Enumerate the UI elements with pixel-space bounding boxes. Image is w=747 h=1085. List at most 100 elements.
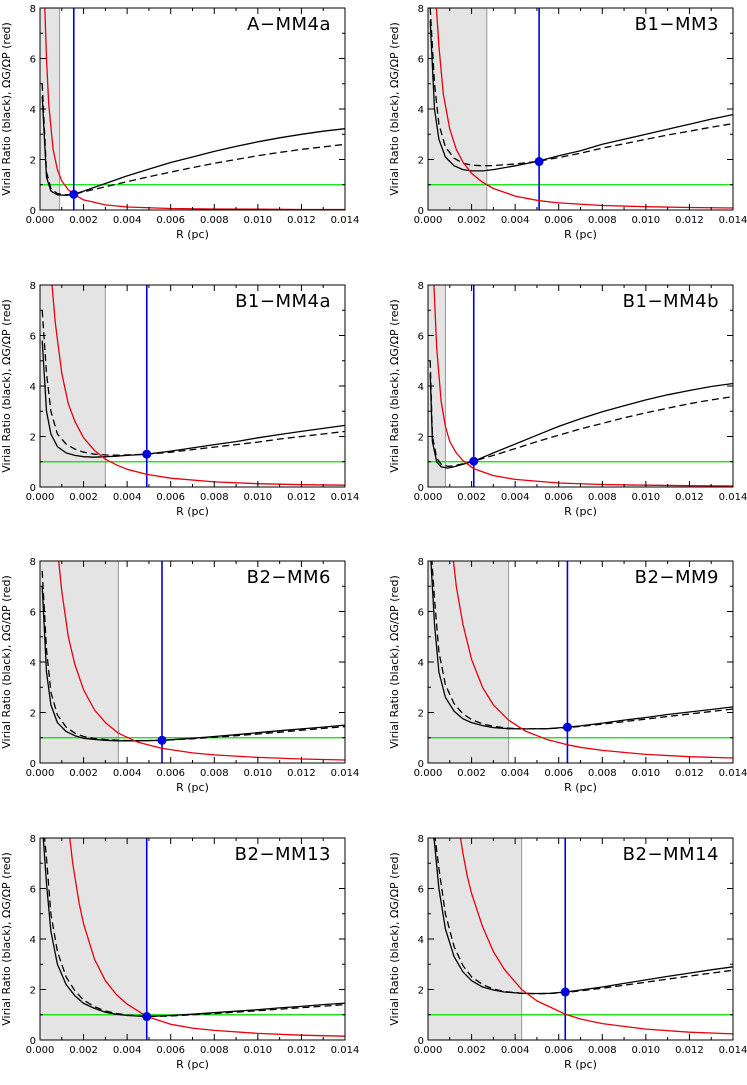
y-tick-label: 4 (418, 105, 424, 116)
x-tick-label: 0.012 (675, 768, 704, 779)
x-tick-label: 0.008 (200, 768, 229, 779)
dashed-curve (41, 83, 345, 196)
y-tick-label: 0 (30, 483, 36, 494)
solid-curve (430, 561, 733, 730)
x-tick-label: 0.000 (414, 215, 443, 226)
x-tick-label: 0.006 (544, 215, 573, 226)
x-tick-label: 0.010 (244, 215, 273, 226)
red-curve (69, 838, 345, 1037)
y-tick-label: 2 (418, 433, 424, 444)
x-tick-label: 0.002 (69, 215, 98, 226)
x-tick-label: 0.012 (287, 768, 316, 779)
y-axis-label: Virial Ratio (black), ΩG/ΩP (red) (0, 299, 13, 473)
panel-2: 0.000 0.002 0.004 0.006 0.008 0.010 0.012 0.014… (388, 4, 747, 241)
x-tick-label: 0.014 (719, 492, 747, 503)
x-tick-label: 0.002 (457, 1045, 486, 1056)
y-tick-label: 2 (30, 709, 36, 720)
x-tick-label: 0.000 (26, 1045, 55, 1056)
y-tick-label: 4 (418, 658, 424, 669)
x-tick-label: 0.010 (632, 215, 661, 226)
y-tick-label: 6 (418, 55, 424, 66)
x-tick-label: 0.014 (331, 492, 360, 503)
x-tick-label: 0.004 (113, 768, 142, 779)
solid-curve (429, 20, 733, 172)
y-tick-label: 0 (30, 1036, 36, 1047)
x-tick-label: 0.008 (588, 492, 617, 503)
x-tick-label: 0.014 (719, 215, 747, 226)
y-tick-label: 8 (30, 557, 36, 568)
x-tick-label: 0.010 (244, 1045, 273, 1056)
x-tick-label: 0.008 (588, 768, 617, 779)
x-tick-label: 0.002 (457, 768, 486, 779)
y-tick-label: 0 (418, 1036, 424, 1047)
marker-point (69, 189, 79, 199)
dashed-curve (431, 561, 733, 730)
x-tick-label: 0.004 (501, 1045, 530, 1056)
y-tick-label: 8 (418, 4, 424, 15)
x-axis-label: R (pc) (176, 228, 209, 241)
x-tick-label: 0.010 (244, 492, 273, 503)
x-tick-label: 0.012 (287, 1045, 316, 1056)
panel-title: B2−MM9 (635, 567, 719, 588)
x-tick-label: 0.004 (113, 215, 142, 226)
dashed-curve (429, 360, 733, 467)
y-tick-label: 4 (30, 935, 36, 946)
plot-area (40, 561, 345, 763)
y-axis-label: Virial Ratio (black), ΩG/ΩP (red) (0, 852, 13, 1026)
y-axis-label: Virial Ratio (black), ΩG/ΩP (red) (388, 22, 401, 196)
y-tick-label: 4 (418, 382, 424, 393)
y-tick-label: 6 (30, 332, 36, 343)
marker-point (534, 157, 544, 167)
panel-title: B2−MM13 (235, 844, 331, 865)
panel-title: B2−MM6 (247, 567, 331, 588)
shaded-region (40, 561, 119, 763)
plot-area (428, 8, 733, 210)
plot-frame (39, 7, 346, 211)
y-tick-label: 4 (30, 658, 36, 669)
x-tick-label: 0.014 (719, 1045, 747, 1056)
x-tick-label: 0.000 (414, 1045, 443, 1056)
y-tick-label: 2 (418, 986, 424, 997)
marker-point (142, 1012, 152, 1022)
y-axis-label: Virial Ratio (black), ΩG/ΩP (red) (0, 575, 13, 749)
y-tick-label: 2 (30, 156, 36, 167)
red-curve (433, 285, 733, 487)
panel-title: B1−MM4b (623, 291, 719, 312)
shaded-region (428, 561, 509, 763)
x-axis-label: R (pc) (176, 781, 209, 794)
y-tick-label: 6 (30, 885, 36, 896)
panel-title: B1−MM4a (235, 291, 331, 312)
y-tick-label: 6 (418, 608, 424, 619)
red-curve (452, 561, 733, 759)
y-axis-label: Virial Ratio (black), ΩG/ΩP (red) (0, 22, 13, 196)
marker-point (560, 987, 570, 997)
x-tick-label: 0.000 (414, 768, 443, 779)
y-axis-label: Virial Ratio (black), ΩG/ΩP (red) (388, 575, 401, 749)
y-tick-label: 8 (418, 557, 424, 568)
dashed-curve (41, 310, 345, 456)
shaded-region (428, 838, 522, 1040)
x-tick-label: 0.000 (26, 768, 55, 779)
x-tick-label: 0.002 (457, 492, 486, 503)
x-tick-label: 0.006 (156, 215, 185, 226)
x-tick-label: 0.012 (675, 215, 704, 226)
x-tick-label: 0.010 (244, 768, 273, 779)
x-tick-label: 0.014 (719, 768, 747, 779)
x-tick-label: 0.006 (544, 1045, 573, 1056)
x-tick-label: 0.006 (544, 492, 573, 503)
y-tick-label: 2 (30, 986, 36, 997)
x-tick-label: 0.006 (156, 768, 185, 779)
x-tick-label: 0.002 (457, 215, 486, 226)
y-tick-label: 0 (418, 206, 424, 217)
y-tick-label: 2 (30, 433, 36, 444)
x-tick-label: 0.010 (632, 492, 661, 503)
dashed-curve (434, 838, 733, 995)
x-tick-label: 0.002 (69, 768, 98, 779)
x-axis-label: R (pc) (176, 1058, 209, 1071)
y-tick-label: 8 (418, 834, 424, 845)
x-tick-label: 0.008 (588, 1045, 617, 1056)
marker-point (562, 722, 572, 732)
y-axis-label: Virial Ratio (black), ΩG/ΩP (red) (388, 852, 401, 1026)
x-tick-label: 0.004 (501, 215, 530, 226)
